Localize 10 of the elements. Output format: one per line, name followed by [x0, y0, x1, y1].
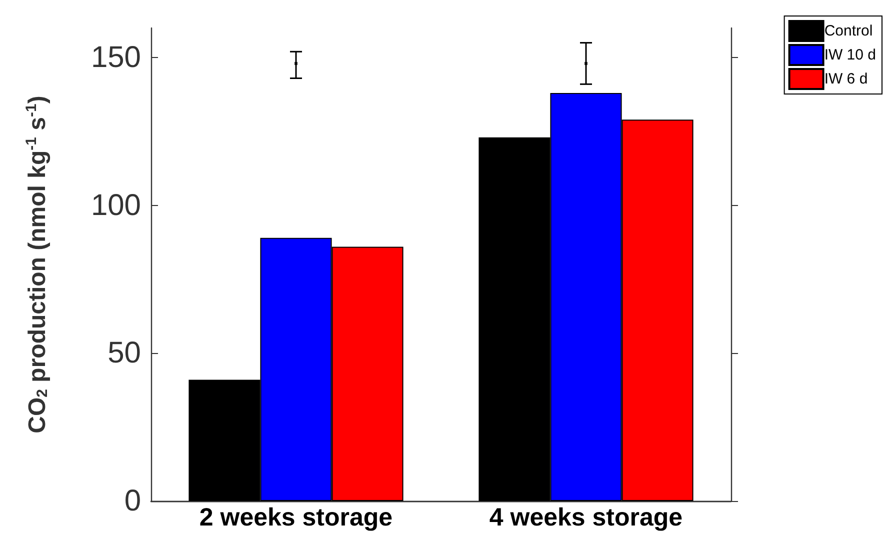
y-tick-label: 100 [90, 188, 141, 222]
x-tick-label: 4 weeks storage [489, 504, 683, 532]
y-tick-label: 0 [124, 484, 141, 518]
x-tick-label: 2 weeks storage [199, 504, 393, 532]
legend-label: Control [824, 22, 873, 40]
y-tick-label: 150 [90, 41, 141, 74]
y-axis-title: CO2 production (nmol kg-1 s-1) [23, 96, 51, 434]
y-tick-label: 50 [108, 336, 141, 370]
legend-label: IW 10 d [824, 46, 876, 64]
legend-label: IW 6 d [824, 70, 868, 88]
